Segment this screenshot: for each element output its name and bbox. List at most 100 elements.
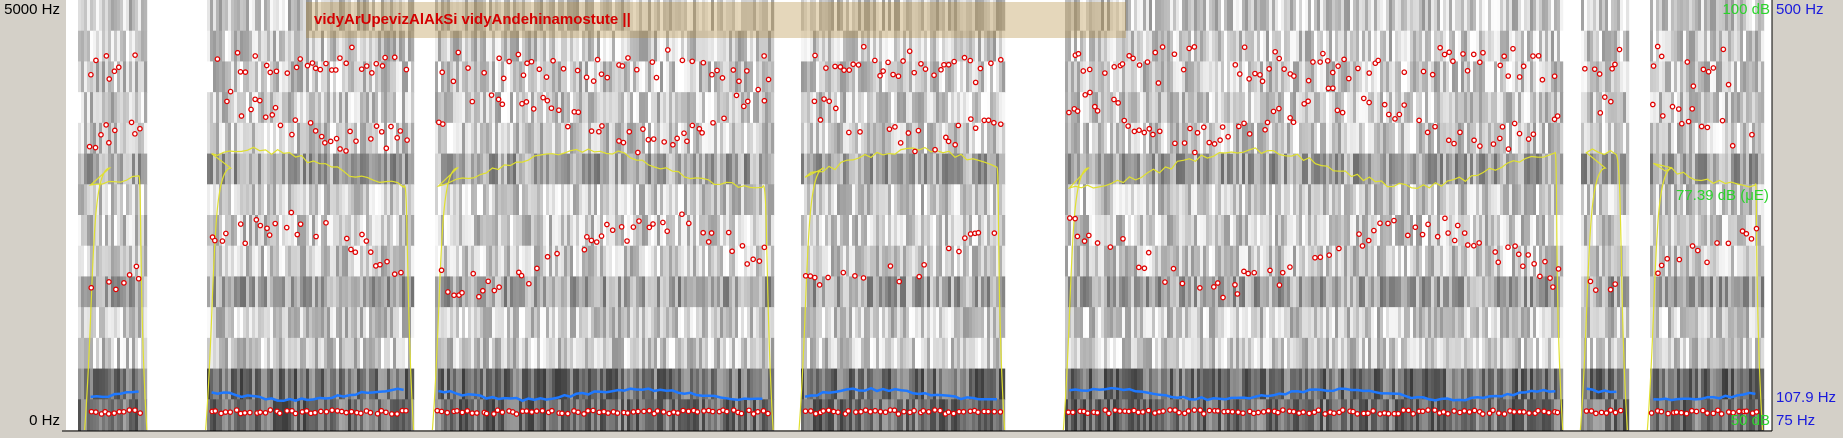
spectrogram-cell: [264, 30, 268, 62]
spectrogram-cell: [1101, 307, 1105, 339]
spectrogram-cell: [582, 0, 586, 32]
spectrogram-cell: [975, 184, 979, 216]
spectrogram-cell: [906, 122, 910, 155]
spectrogram-cell: [465, 399, 469, 431]
spectrogram-cell: [240, 245, 244, 277]
spectrogram-cell: [1299, 184, 1303, 216]
spectrogram-cell: [684, 307, 688, 339]
spectrogram-cell: [120, 122, 124, 155]
spectrogram-cell: [1260, 30, 1264, 62]
spectrogram-cell: [234, 153, 238, 185]
spectrogram-cell: [294, 368, 298, 400]
spectrogram-cell: [687, 276, 691, 308]
spectrogram-cell: [738, 184, 742, 216]
spectrogram-cell: [297, 61, 301, 93]
spectrogram-cell: [1308, 61, 1312, 93]
spectrogram-cell: [525, 399, 529, 431]
spectrogram-cell: [1263, 184, 1267, 216]
spectrogram-cell: [687, 337, 691, 370]
spectrogram-cell: [318, 30, 322, 62]
spectrogram-cell: [987, 61, 991, 93]
spectrogram-cell: [1200, 61, 1204, 93]
spectrogram-cell: [810, 399, 814, 431]
spectrogram-cell: [1182, 276, 1186, 308]
spectrogram-cell: [1155, 215, 1159, 247]
spectrogram-cell: [747, 215, 751, 247]
spectrogram-cell: [801, 245, 805, 277]
spectrogram-cell: [915, 276, 919, 308]
spectrogram-cell: [93, 399, 97, 431]
spectrogram-cell: [462, 184, 466, 216]
spectrogram-cell: [84, 307, 88, 339]
spectrogram-cell: [708, 30, 712, 62]
spectrogram-cell: [990, 276, 994, 308]
spectrogram-cell: [918, 61, 922, 93]
spectrogram-cell: [573, 337, 577, 370]
spectrogram-cell: [882, 399, 886, 431]
spectrogram-cell: [1287, 307, 1291, 339]
spectrogram-cell: [348, 245, 352, 277]
spectrogram-cell: [846, 307, 850, 339]
spectrogram-cell: [930, 92, 934, 124]
spectrogram-cell: [627, 30, 631, 62]
spectrogram-cell: [477, 0, 481, 32]
spectrogram-cell: [315, 153, 319, 185]
spectrogram-cell: [375, 215, 379, 247]
spectrogram-cell: [1113, 0, 1117, 32]
spectrogram-cell: [1167, 245, 1171, 277]
spectrogram-cell: [705, 61, 709, 93]
spectrogram-cell: [1284, 307, 1288, 339]
spectrogram-cell: [669, 122, 673, 155]
spectrogram-cell: [858, 0, 862, 32]
spectrogram-cell: [1209, 368, 1213, 400]
spectrogram-cell: [1233, 153, 1237, 185]
spectrogram-cell: [144, 92, 148, 124]
spectrogram-cell: [477, 307, 481, 339]
spectrogram-cell: [1263, 307, 1267, 339]
spectrogram-cell: [1071, 276, 1075, 308]
spectrogram-cell: [837, 337, 841, 370]
spectrogram-cell: [108, 215, 112, 247]
spectrogram-cell: [444, 337, 448, 370]
spectrogram-cell: [555, 276, 559, 308]
spectrogram-cell: [249, 153, 253, 185]
spectrogram-cell: [735, 0, 739, 32]
spectrogram-cell: [768, 153, 772, 185]
spectrogram-cell: [213, 153, 217, 185]
spectrogram-cell: [876, 307, 880, 339]
spectrogram-cell: [477, 337, 481, 370]
spectrogram-cell: [672, 337, 676, 370]
spectrogram-cell: [621, 184, 625, 216]
spectrogram-cell: [114, 184, 118, 216]
spectrogram-cell: [687, 92, 691, 124]
spectrogram-cell: [657, 92, 661, 124]
spectrogram-cell: [378, 337, 382, 370]
spectrogram-cell: [381, 61, 385, 93]
spectrogram-cell: [1206, 245, 1210, 277]
spectrogram-cell: [1122, 153, 1126, 185]
spectrogram-cell: [342, 153, 346, 185]
spectrogram-cell: [129, 184, 133, 216]
spectrogram-cell: [846, 368, 850, 400]
spectrogram-cell: [1254, 92, 1258, 124]
spectrogram-cell: [876, 245, 880, 277]
spectrogram-cell: [765, 92, 769, 124]
spectrogram-cell: [1092, 184, 1096, 216]
spectrogram-cell: [1089, 215, 1093, 247]
spectrogram-cell: [570, 337, 574, 370]
spectrogram-cell: [465, 122, 469, 155]
spectrogram-cell: [648, 399, 652, 431]
spectrogram-cell: [1269, 245, 1273, 277]
spectrogram-cell: [765, 307, 769, 339]
spectrogram-cell: [1293, 153, 1297, 185]
spectrogram-cell: [378, 61, 382, 93]
spectrogram-cell: [1224, 122, 1228, 155]
spectrogram-cell: [717, 307, 721, 339]
spectrogram-cell: [525, 61, 529, 93]
spectrogram-cell: [1260, 276, 1264, 308]
spectrogram-cell: [87, 307, 91, 339]
spectrogram-cell: [438, 337, 442, 370]
spectrogram-cell: [930, 184, 934, 216]
spectrogram-cell: [888, 30, 892, 62]
spectrogram-cell: [1206, 61, 1210, 93]
